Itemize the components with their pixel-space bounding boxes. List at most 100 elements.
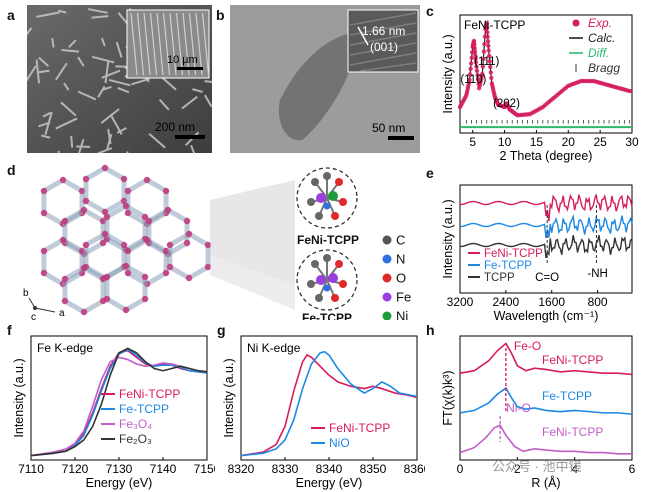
legend-label: Exp. [588,16,612,30]
series-line [459,386,633,415]
x-tick-label: 8340 [316,462,343,476]
panel-label-f: f [7,322,12,338]
series-line [240,350,418,457]
exp-point [469,55,474,61]
legend-dot-fe [382,292,392,302]
exp-point [475,72,480,78]
annotation-nh: -NH [587,268,607,280]
x-tick-label: 30 [625,135,639,149]
panel-label-g: g [217,322,226,338]
exp-point [468,61,474,66]
x-tick-label: 25 [593,135,607,149]
legend-label: Calc. [588,31,615,45]
panel-d: d FeNi-TCPP Fe-TCPP C N O Fe Ni b c a [5,160,423,320]
x-axis-label: Energy (eV) [86,476,153,490]
exp-point [472,49,478,54]
exp-point [488,70,493,75]
legend-label-ni: Ni [396,309,408,321]
series-label: FeNi-TCPP [542,425,603,439]
x-tick-label: 8350 [360,462,387,476]
peak-label: (110) [460,74,486,86]
tem-d-spacing: 1.66 nm [362,24,405,38]
x-tick-label: 5 [469,135,476,149]
legend-dot-n [382,254,392,264]
x-tick-label: 800 [588,295,608,309]
panel-f: f 7110 7120 7130 7140 7150 Energy (eV) Intensi… [5,322,215,490]
peak-label: (111) [474,56,499,68]
fetcpp-name: Fe-TCPP [302,311,352,320]
x-tick-label: 2 [514,462,521,476]
legend-label-fe: Fe [396,290,411,305]
annotation-feo: Fe-O [514,339,541,353]
svg-text:c: c [31,312,36,320]
exp-point [473,56,478,61]
y-axis-label: Intensity (a.u.) [222,358,236,437]
panel-e: e 3200 2400 1600 800 Wavelength (cm⁻¹) Intens… [424,165,642,327]
x-tick-label: 1600 [538,295,565,309]
y-axis-label: FT(χ(k)k³) [441,370,455,425]
legend-label: Fe₂O₃ [119,432,152,446]
x-tick-label: 20 [562,135,576,149]
sem-image: 10 µm 200 nm [27,5,212,153]
panel-a: a 10 µm 200 nm [5,5,212,153]
series-line [30,347,208,457]
exp-point [467,72,473,77]
legend-swatch [572,19,580,27]
legend-label: Fe-TCPP [484,260,532,272]
annotation-nio: Ni-O [506,401,531,415]
legend-label-o: O [396,271,406,286]
x-tick-label: 7110 [18,462,44,476]
series-label: FeNi-TCPP [542,353,603,367]
panel-g: g 8320 8330 8340 8350 8360 Energy (eV) Intensi… [215,322,425,490]
exp-point [485,30,490,35]
x-tick-label: 6 [629,462,636,476]
x-tick-label: 7120 [62,462,89,476]
legend-label: TCPP [484,272,515,284]
x-tick-label: 8330 [272,462,299,476]
x-axis-label: R (Å) [531,475,560,490]
x-tick-label: 8320 [228,462,255,476]
exp-point [486,43,491,49]
exp-point [484,21,489,26]
x-tick-label: 0 [457,462,464,476]
series-fe-tcpp [459,213,633,238]
exp-point [471,38,477,44]
x-tick-label: 15 [530,135,544,149]
y-axis-label: Intensity (a.u.) [441,199,455,278]
x-tick-label: 2400 [493,295,520,309]
exp-point [468,66,473,72]
legend-dot-ni [382,311,392,320]
crystal-axes: b c a [23,288,65,320]
y-axis-label: Intensity (a.u.) [441,34,455,113]
exp-point [627,88,633,94]
y-axis-label: Intensity (a.u.) [12,358,26,437]
exp-point [480,64,486,69]
exp-point [486,48,491,53]
legend-label: FeNi-TCPP [484,248,543,260]
panel-label-c: c [426,3,434,19]
series-line [459,342,633,376]
series-line [240,354,418,457]
watermark: 公众号 · 池中镜 [492,459,582,474]
x-axis-label: Energy (eV) [296,476,363,490]
exp-point [485,34,490,40]
exp-point [487,59,492,64]
x-axis-label: 2 Theta (degree) [500,149,593,163]
exp-point [486,53,492,59]
peak-label: (202) [493,98,520,110]
panel-label-a: a [7,7,15,23]
chart-title: Fe K-edge [37,341,93,355]
svg-text:b: b [23,288,29,299]
exp-point [488,64,493,70]
tem-plane: (001) [370,40,398,54]
x-tick-label: 10 [498,135,512,149]
exp-point [484,25,490,30]
exp-point [472,45,477,51]
legend-dot-c [382,235,392,245]
legend-label: Fe-TCPP [119,402,169,416]
chart-h-exafs: 0 2 4 6 R (Å) FT(χ(k)k³) FeNi-TCPP Fe-TCPP FeNi-… [441,335,636,490]
legend-label: NiO [329,436,350,450]
x-tick-label: 3200 [447,295,474,309]
chart-c-title: FeNi-TCPP [464,18,525,32]
